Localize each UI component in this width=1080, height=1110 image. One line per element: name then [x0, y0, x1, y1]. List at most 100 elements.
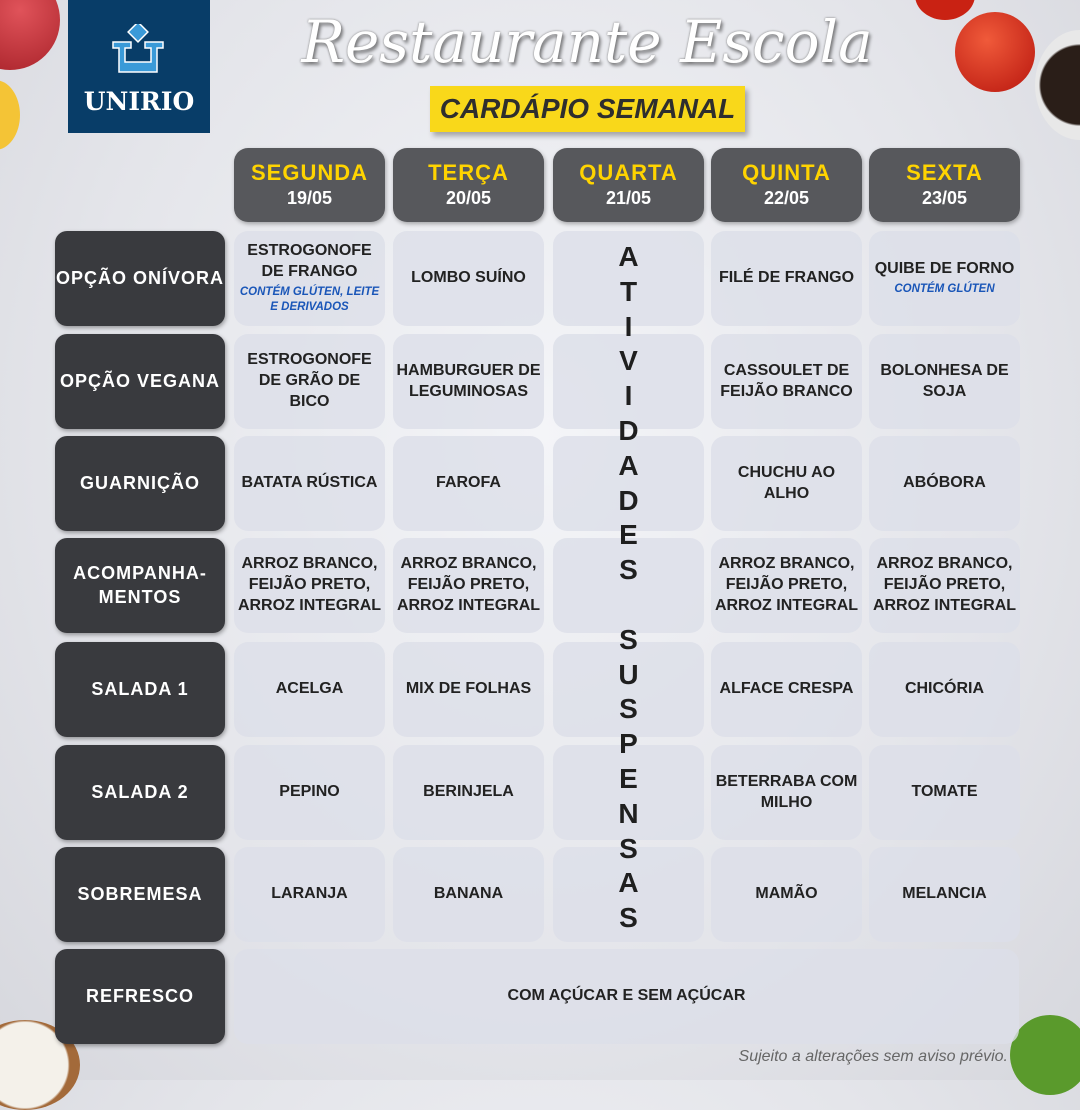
menu-cell: ABÓBORA: [869, 436, 1020, 531]
menu-cell: BERINJELA: [393, 745, 544, 840]
menu-cell-suspended: [553, 642, 704, 737]
menu-cell: HAMBURGUER DE LEGUMINOSAS: [393, 334, 544, 429]
menu-cell: ARROZ BRANCO, FEIJÃO PRETO, ARROZ INTEGR…: [711, 538, 862, 633]
dish-name: BOLONHESA DE SOJA: [880, 361, 1009, 400]
dish-name: CHUCHU AO ALHO: [737, 463, 836, 502]
menu-cell: LARANJA: [234, 847, 385, 942]
row-label: SALADA 1: [55, 642, 225, 737]
menu-cell: FILÉ DE FRANGO: [711, 231, 862, 326]
tomato-decoration: [955, 12, 1035, 92]
refresco-cell: COM AÇÚCAR E SEM AÇÚCAR: [234, 949, 1019, 1044]
suspended-letter: E: [619, 762, 638, 794]
menu-cell: ARROZ BRANCO, FEIJÃO PRETO, ARROZ INTEGR…: [869, 538, 1020, 633]
day-date: 19/05: [286, 188, 333, 208]
dish-name: ABÓBORA: [903, 474, 986, 492]
dish-name: PEPINO: [279, 783, 340, 801]
footer-disclaimer: Sujeito a alterações sem aviso prévio.: [738, 1048, 1008, 1065]
dish-name: BANANA: [433, 885, 504, 903]
menu-subtitle-banner: CARDÁPIO SEMANAL: [430, 86, 745, 132]
apple-decoration: [0, 0, 60, 70]
menu-cell: BOLONHESA DE SOJA: [869, 334, 1020, 429]
dish-name: ARROZ BRANCO, FEIJÃO PRETO, ARROZ INTEGR…: [872, 555, 1017, 614]
refresco-text: COM AÇÚCAR E SEM AÇÚCAR: [507, 987, 746, 1005]
menu-cell: ARROZ BRANCO, FEIJÃO PRETO, ARROZ INTEGR…: [393, 538, 544, 633]
suspended-letter: P: [619, 728, 638, 760]
dish-name: ACELGA: [275, 680, 344, 698]
menu-cell-suspended: [553, 231, 704, 326]
row-label: SALADA 2: [55, 745, 225, 840]
row-label: SOBREMESA: [55, 847, 225, 942]
dish-name: ARROZ BRANCO, FEIJÃO PRETO, ARROZ INTEGR…: [396, 555, 541, 614]
dish-name: BETERRABA COM MILHO: [715, 772, 858, 811]
menu-cell-suspended: [553, 334, 704, 429]
menu-cell: LOMBO SUÍNO: [393, 231, 544, 326]
dish-name: QUIBE DE FORNO: [874, 260, 1015, 278]
dish-name: LARANJA: [271, 885, 348, 903]
suspended-letter: A: [618, 241, 639, 272]
menu-cell: BANANA: [393, 847, 544, 942]
page-title: Restaurante Escola: [301, 8, 873, 76]
suspended-letter: A: [618, 449, 639, 481]
allergen-note: CONTÉM GLÚTEN: [894, 283, 995, 296]
menu-cell: QUIBE DE FORNO CONTÉM GLÚTEN: [869, 231, 1020, 326]
pepper-bowl-decoration: [1035, 30, 1080, 140]
dish-name: MIX DE FOLHAS: [405, 680, 532, 698]
suspended-letter: V: [619, 345, 638, 377]
day-date: 22/05: [763, 188, 810, 208]
basil-decoration: [1010, 1015, 1080, 1095]
menu-cell: BETERRABA COM MILHO: [711, 745, 862, 840]
menu-cell: MIX DE FOLHAS: [393, 642, 544, 737]
menu-cell: CHICÓRIA: [869, 642, 1020, 737]
dish-name: ESTROGONOFE DE FRANGO: [247, 242, 372, 280]
menu-cell: ACELGA: [234, 642, 385, 737]
row-label: GUARNIÇÃO: [55, 436, 225, 531]
dish-name: ARROZ BRANCO, FEIJÃO PRETO, ARROZ INTEGR…: [714, 555, 859, 614]
menu-cell: ALFACE CRESPA: [711, 642, 862, 737]
dish-name: TOMATE: [911, 783, 978, 801]
suspended-letter: T: [619, 275, 638, 307]
menu-cell: FAROFA: [393, 436, 544, 531]
suspended-letter: S: [619, 554, 638, 586]
menu-cell: ESTROGONOFE DE GRÃO DE BICO: [234, 334, 385, 429]
suspended-letter: S: [619, 902, 638, 934]
suspended-letter: S: [619, 832, 638, 864]
day-name: SEGUNDA: [250, 160, 368, 185]
suspended-letter: A: [618, 867, 639, 899]
row-label: OPÇÃO VEGANA: [55, 334, 225, 429]
dish-name: BERINJELA: [423, 783, 514, 801]
suspended-letter: E: [619, 519, 638, 551]
menu-cell: CHUCHU AO ALHO: [711, 436, 862, 531]
dish-name: MAMÃO: [755, 885, 818, 903]
menu-cell: BATATA RÚSTICA: [234, 436, 385, 531]
suspended-letter: I: [624, 380, 633, 412]
allergen-note: CONTÉM GLÚTEN, LEITE E DERIVADOS: [239, 285, 380, 314]
day-name: SEXTA: [906, 160, 983, 185]
suspended-letter: U: [618, 658, 639, 690]
suspended-letter: I: [624, 310, 633, 342]
logo-text: UNIRIO: [83, 87, 195, 116]
dish-name: ESTROGONOFE DE GRÃO DE BICO: [247, 351, 372, 410]
menu-cell-suspended: [553, 847, 704, 942]
suspended-letter: D: [618, 414, 639, 446]
dish-name: FAROFA: [436, 474, 501, 492]
menu-cell-suspended: [553, 436, 704, 531]
tomato-decoration: [915, 0, 975, 20]
row-label: ACOMPANHA- MENTOS: [55, 538, 225, 633]
dish-name: CASSOULET DE FEIJÃO BRANCO: [720, 361, 853, 400]
unirio-logo: UNIRIO: [68, 0, 210, 133]
menu-cell: MELANCIA: [869, 847, 1020, 942]
menu-cell: CASSOULET DE FEIJÃO BRANCO: [711, 334, 862, 429]
row-label: REFRESCO: [55, 949, 225, 1044]
dish-name: FILÉ DE FRANGO: [718, 269, 855, 287]
dish-name: ARROZ BRANCO, FEIJÃO PRETO, ARROZ INTEGR…: [237, 555, 382, 614]
day-date: 20/05: [445, 188, 492, 208]
menu-cell: ARROZ BRANCO, FEIJÃO PRETO, ARROZ INTEGR…: [234, 538, 385, 633]
menu-cell-suspended: [553, 745, 704, 840]
day-name: TERÇA: [428, 160, 509, 185]
dish-name: BATATA RÚSTICA: [241, 474, 378, 492]
dish-name: CHICÓRIA: [904, 680, 985, 698]
dish-name: LOMBO SUÍNO: [411, 269, 526, 287]
dish-name: ALFACE CRESPA: [719, 680, 854, 698]
day-header-3: QUINTA 22/05: [711, 148, 862, 222]
